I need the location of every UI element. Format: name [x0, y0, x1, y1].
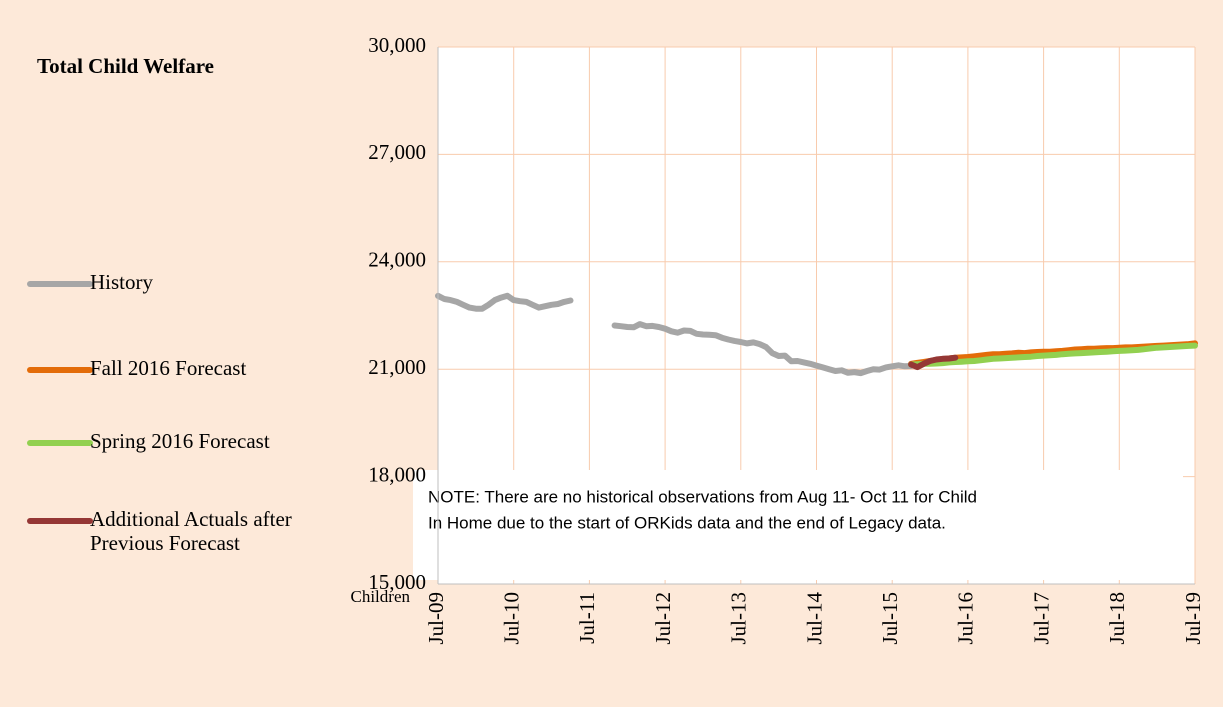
x-tick-label: Jul-09: [424, 592, 448, 645]
x-tick-label: Jul-17: [1029, 592, 1053, 645]
y-tick-label: 18,000: [368, 462, 426, 486]
legend-label: Additional Actuals after Previous Foreca…: [90, 507, 292, 555]
x-tick-label: Jul-12: [651, 592, 675, 645]
series-line: [435, 292, 915, 377]
y-tick-label: 21,000: [368, 355, 426, 379]
note-line: NOTE: There are no historical observatio…: [428, 487, 977, 506]
x-tick-label: Jul-13: [727, 592, 751, 645]
y-tick-label: 27,000: [368, 140, 426, 164]
x-tick-label: Jul-15: [878, 592, 902, 645]
legend-label-box: History: [90, 270, 153, 294]
legend-label-box: Spring 2016 Forecast: [90, 429, 270, 453]
chart-title: Total Child Welfare: [37, 54, 214, 78]
legend-label: Fall 2016 Forecast: [90, 356, 247, 380]
legend: History Fall 2016 Forecast Spring 2016 For…: [27, 270, 292, 555]
x-tick-label: Jul-11: [575, 592, 599, 644]
y-axis-label: Children: [351, 587, 411, 606]
legend-label: Spring 2016 Forecast: [90, 429, 270, 453]
series-line: [908, 342, 1198, 368]
x-tick-label: Jul-16: [954, 592, 978, 645]
x-tick-label: Jul-10: [500, 592, 524, 645]
x-tick-label: Jul-14: [802, 592, 826, 645]
series-line: [908, 354, 959, 371]
legend-label-box: Additional Actuals after Previous Foreca…: [90, 507, 292, 555]
y-tick-label: 30,000: [368, 33, 426, 57]
legend-label-box: Fall 2016 Forecast: [90, 356, 247, 380]
y-tick-label: 15,000: [368, 570, 426, 594]
x-tick-label: Jul-19: [1181, 592, 1205, 645]
y-tick-label: 24,000: [368, 248, 426, 272]
note-line: In Home due to the start of ORKids data …: [428, 513, 946, 532]
lines: [435, 292, 1198, 377]
note-box: [413, 470, 1183, 580]
legend-label: History: [90, 270, 153, 294]
x-tick-label: Jul-18: [1105, 592, 1129, 645]
